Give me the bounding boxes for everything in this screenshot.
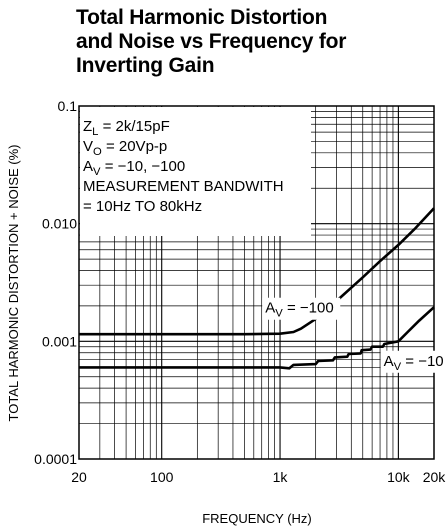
y-tick-label: 0.0001 bbox=[34, 451, 77, 467]
x-tick-label: 20 bbox=[71, 469, 87, 485]
conditions-line: = 10Hz TO 80kHz bbox=[83, 198, 202, 215]
x-tick-label: 10k bbox=[387, 469, 411, 485]
y-tick-label: 0.010 bbox=[42, 216, 77, 232]
x-tick-label: 20k bbox=[423, 469, 447, 485]
y-axis-label: TOTAL HARMONIC DISTORTION + NOISE (%) bbox=[6, 144, 21, 421]
y-tick-label: 0.001 bbox=[42, 333, 77, 349]
x-tick-label: 100 bbox=[150, 469, 174, 485]
y-tick-label: 0.1 bbox=[58, 98, 78, 114]
series-label: AV = −10 bbox=[384, 353, 444, 373]
conditions-line: MEASUREMENT BANDWITH bbox=[83, 178, 284, 195]
x-axis-label: FREQUENCY (Hz) bbox=[202, 511, 312, 526]
x-tick-label: 1k bbox=[273, 469, 289, 485]
